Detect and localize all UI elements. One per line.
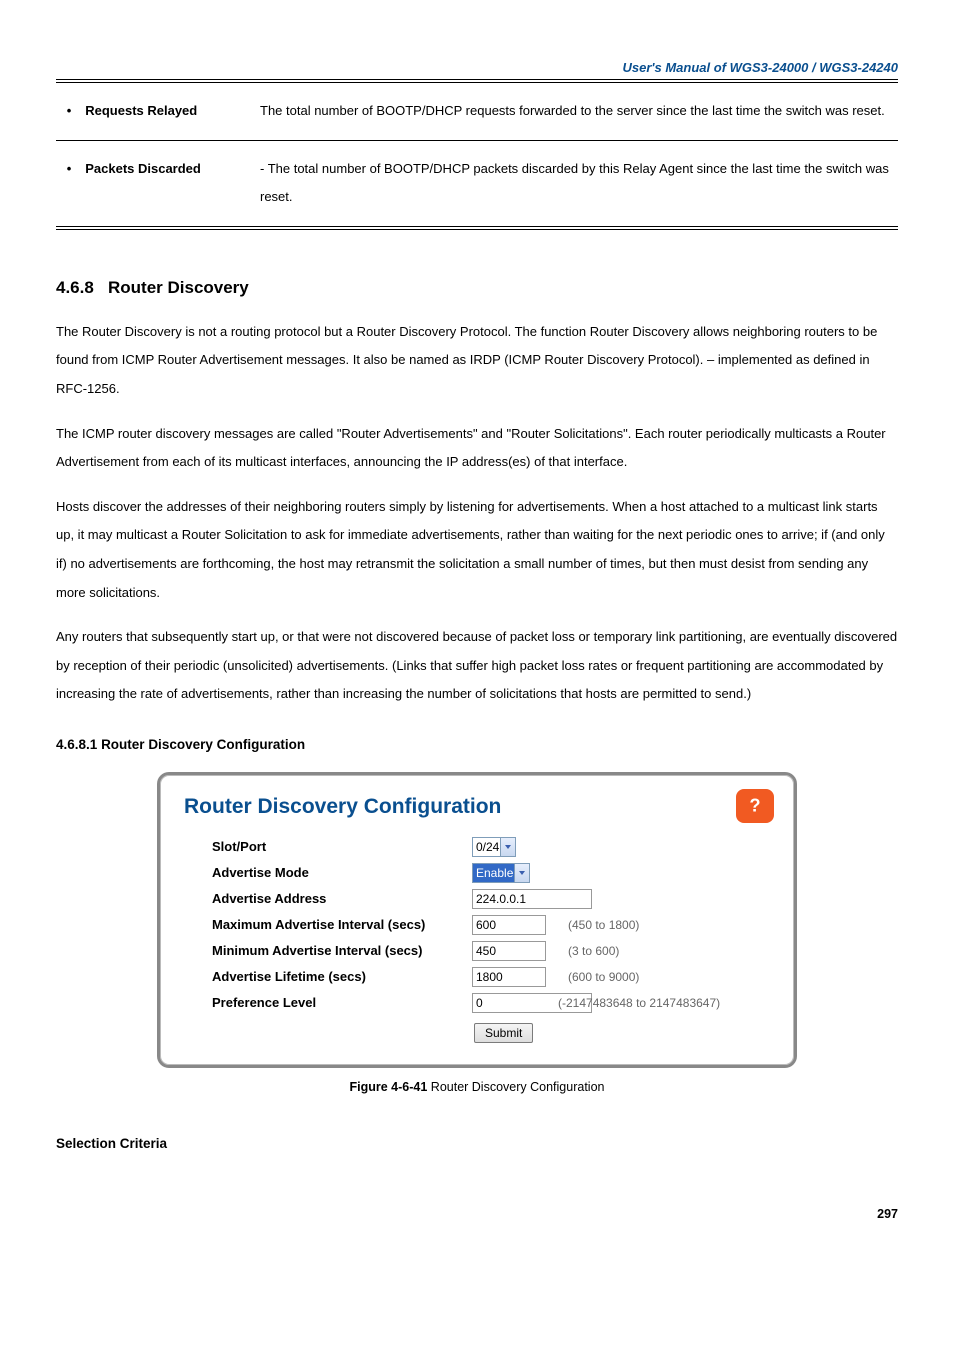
body-paragraph: The ICMP router discovery messages are c… <box>56 420 898 477</box>
min-interval-hint: (3 to 600) <box>568 944 770 958</box>
max-interval-input[interactable] <box>472 915 546 935</box>
lifetime-label: Advertise Lifetime (secs) <box>212 969 472 984</box>
panel-title: Router Discovery Configuration <box>184 795 770 819</box>
min-interval-label: Minimum Advertise Interval (secs) <box>212 943 472 958</box>
lifetime-hint: (600 to 9000) <box>568 970 770 984</box>
body-paragraph: The Router Discovery is not a routing pr… <box>56 318 898 404</box>
pref-level-label: Preference Level <box>212 995 472 1010</box>
term-label: Requests Relayed <box>85 103 197 118</box>
chevron-down-icon <box>500 838 515 856</box>
table-row: • Requests Relayed The total number of B… <box>56 83 898 140</box>
body-paragraph: Any routers that subsequently start up, … <box>56 623 898 709</box>
min-interval-input[interactable] <box>472 941 546 961</box>
definitions-table: • Packets Discarded - The total number o… <box>56 141 898 226</box>
slot-port-select[interactable]: 0/24 <box>472 837 516 857</box>
term-desc: The total number of BOOTP/DHCP requests … <box>256 83 898 140</box>
chevron-down-icon <box>514 864 529 882</box>
table-row: • Packets Discarded - The total number o… <box>56 141 898 226</box>
submit-button[interactable]: Submit <box>474 1023 533 1043</box>
selection-criteria-heading: Selection Criteria <box>56 1136 898 1151</box>
help-icon[interactable]: ? <box>736 789 774 823</box>
section-heading: 4.6.8 Router Discovery <box>56 278 898 298</box>
lifetime-input[interactable] <box>472 967 546 987</box>
subsection-heading: 4.6.8.1 Router Discovery Configuration <box>56 737 898 752</box>
table-bottom-rule <box>56 226 898 230</box>
svg-text:?: ? <box>749 795 760 816</box>
definitions-table: • Requests Relayed The total number of B… <box>56 83 898 140</box>
slot-port-label: Slot/Port <box>212 839 472 854</box>
pref-level-hint: (-2147483648 to 2147483647) <box>558 996 770 1010</box>
page-number: 297 <box>56 1207 898 1221</box>
advertise-address-input[interactable] <box>472 889 592 909</box>
advertise-mode-select[interactable]: Enable <box>472 863 530 883</box>
body-paragraph: Hosts discover the addresses of their ne… <box>56 493 898 607</box>
figure-caption: Figure 4-6-41 Router Discovery Configura… <box>56 1080 898 1094</box>
manual-header: User's Manual of WGS3-24000 / WGS3-24240 <box>56 60 898 75</box>
term-desc: - The total number of BOOTP/DHCP packets… <box>256 141 898 226</box>
config-panel: ? Router Discovery Configuration Slot/Po… <box>157 772 797 1068</box>
max-interval-hint: (450 to 1800) <box>568 918 770 932</box>
max-interval-label: Maximum Advertise Interval (secs) <box>212 917 472 932</box>
advertise-address-label: Advertise Address <box>212 891 472 906</box>
advertise-mode-label: Advertise Mode <box>212 865 472 880</box>
term-label: Packets Discarded <box>85 161 201 176</box>
